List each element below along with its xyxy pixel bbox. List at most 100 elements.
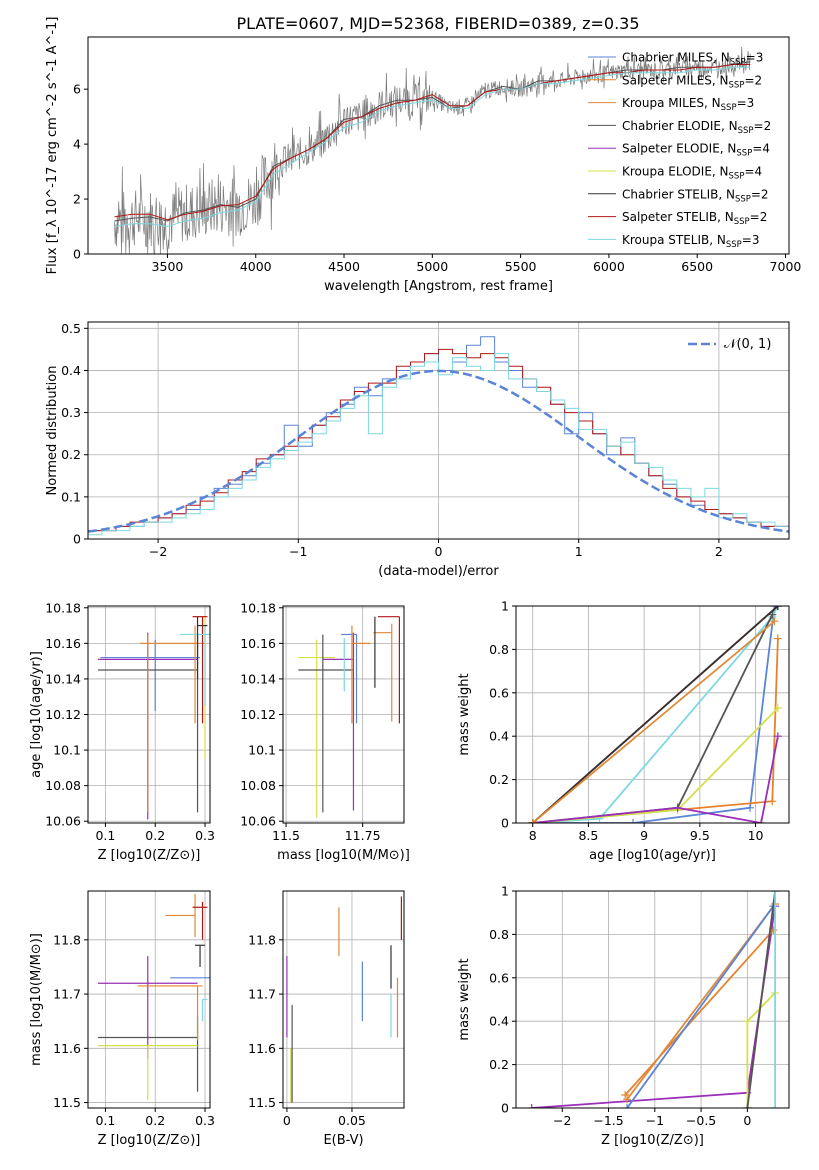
y-tick-label: 0.6	[489, 685, 509, 700]
x-tick-label: −1	[289, 544, 307, 559]
weight-marker	[757, 819, 766, 823]
y-tick-label: 10.06	[45, 814, 81, 829]
legend-entry: 𝒩(0, 1)	[724, 337, 771, 352]
x-tick-label: 9.5	[690, 828, 710, 843]
axes-frame	[87, 36, 790, 255]
legend-rest: =3	[742, 233, 760, 247]
panel-age-vs-Z: 0.1 0.2 0.3 10.06 10.08 10.1 10.12 10.14 10.16 10…	[29, 600, 215, 863]
weight-marker	[743, 1017, 752, 1026]
x-tick-label: −1.5	[593, 1113, 623, 1128]
x-axis-label: mass [log10(M/M⊙)]	[277, 848, 410, 863]
y-tick-label: 11.6	[53, 1041, 81, 1056]
weight-marker	[623, 1104, 632, 1108]
weight-marker	[629, 819, 637, 823]
x-tick-label: 6000	[593, 259, 625, 274]
x-tick-label: −2	[149, 544, 167, 559]
spectrum-data-line	[114, 46, 751, 254]
legend-rest: =2	[751, 187, 769, 201]
weight-marker	[528, 819, 537, 823]
plot-area	[114, 46, 751, 254]
weight-marker	[771, 891, 780, 895]
x-axis-label: E(B-V)	[323, 1133, 363, 1148]
y-tick-label: 0.2	[61, 447, 81, 462]
legend-entry: Kroupa ELODIE, NSSP=4	[622, 165, 762, 182]
y-tick-label: 10.06	[240, 814, 276, 829]
panel-mass-weight-vs-age: 8 8.5 9 9.5 10 0 0.2 0.4 0.6 0.8 1 age [log10(age/y…	[457, 599, 790, 863]
y-tick-label: 10.1	[248, 743, 276, 758]
weight-line-salpeter-miles	[624, 929, 774, 1096]
legend-sub: SSP	[734, 217, 750, 227]
weight-marker	[527, 1104, 536, 1108]
y-tick-label: 10.1	[53, 743, 81, 758]
model-line-kroupa-stelib	[114, 66, 751, 228]
legend-rest: =4	[752, 142, 770, 156]
weight-line-chabrier-elodie	[746, 891, 776, 1108]
x-tick-label: 5500	[505, 259, 537, 274]
y-tick-label: 11.5	[53, 1095, 81, 1110]
x-tick-label: 2	[715, 544, 723, 559]
legend-entry: Salpeter STELIB, NSSP=2	[622, 210, 767, 227]
legend-rest: =2	[750, 210, 768, 224]
x-tick-label: 0.3	[195, 1113, 215, 1128]
legend-entry: Kroupa STELIB, NSSP=3	[622, 233, 760, 250]
x-tick-label: 0	[743, 1113, 751, 1128]
y-tick-label: 10.18	[240, 600, 276, 615]
model-line-salpeter-stelib	[114, 64, 751, 221]
weight-marker	[773, 703, 782, 712]
plot-area	[88, 336, 789, 539]
x-tick-label: 5000	[416, 259, 448, 274]
x-tick-label: 0.05	[338, 1113, 366, 1128]
y-tick-label: 0.8	[489, 927, 509, 942]
panel-residuals: −2 −1 0 1 2 0 0.1 0.2 0.3 0.4 0.5 (data-model)/erro…	[45, 321, 790, 579]
y-tick-label: 10.08	[240, 778, 276, 793]
legend-sub: SSP	[735, 194, 751, 204]
weight-marker	[621, 1090, 630, 1099]
x-tick-label: 6500	[681, 259, 713, 274]
plot-area	[286, 896, 402, 1103]
x-tick-label: 7000	[770, 259, 802, 274]
weight-marker	[743, 1104, 752, 1108]
y-tick-label: 0.8	[489, 642, 509, 657]
y-axis-label: Normed distribution	[45, 366, 60, 496]
x-tick-label: −0.5	[686, 1113, 716, 1128]
weight-line-chabrier-stelib	[532, 606, 779, 823]
y-tick-label: 1	[501, 599, 509, 614]
y-tick-label: 0.2	[489, 772, 509, 787]
y-tick-label: 11.7	[53, 987, 81, 1002]
x-tick-label: 0	[283, 1113, 291, 1128]
histogram-kroupa-stelib	[88, 353, 789, 539]
x-tick-label: 8.5	[578, 828, 598, 843]
x-tick-label: 10	[748, 828, 764, 843]
weight-marker	[773, 732, 782, 741]
plot-area	[528, 606, 782, 823]
y-tick-label: 2	[73, 192, 81, 207]
weight-line-kroupa-elodie	[746, 992, 776, 1108]
y-tick-label: 0.5	[61, 321, 81, 336]
x-tick-label: 8	[529, 828, 537, 843]
x-axis-label: Z [log10(Z/Z⊙)]	[98, 848, 201, 863]
y-tick-label: 10.08	[45, 778, 81, 793]
weight-line-chabrier-miles	[532, 606, 776, 823]
y-tick-label: 11.8	[248, 932, 276, 947]
legend-sub: SSP	[736, 149, 752, 159]
weight-line-chabrier-miles	[626, 905, 775, 1108]
panel-age-vs-mass: 11.5 11.75 10.06 10.08 10.1 10.12 10.14 10.16 10…	[240, 600, 410, 863]
weight-marker	[773, 606, 782, 610]
y-tick-label: 0.1	[61, 489, 81, 504]
y-axis-label: age [log10(age/yr)]	[29, 651, 44, 778]
legend-entry: Chabrier MILES, NSSP=3	[622, 51, 763, 68]
gaussian-curve	[88, 369, 789, 533]
y-axis-label: mass weight	[457, 673, 472, 755]
x-tick-label: 4500	[328, 259, 360, 274]
x-axis-label: wavelength [Angstrom, rest frame]	[324, 279, 553, 294]
weight-line-kroupa-elodie	[532, 707, 779, 823]
y-tick-label: 10.16	[45, 636, 81, 651]
y-tick-label: 4	[73, 137, 81, 152]
legend-entry: Chabrier ELODIE, NSSP=2	[622, 119, 771, 136]
axes-frame	[87, 890, 211, 1109]
plot-area	[527, 891, 780, 1108]
x-axis-label: age [log10(age/yr)]	[589, 848, 716, 863]
legend-sub: SSP	[738, 126, 754, 136]
x-tick-label: 0.2	[145, 828, 165, 843]
weight-marker	[768, 797, 777, 806]
